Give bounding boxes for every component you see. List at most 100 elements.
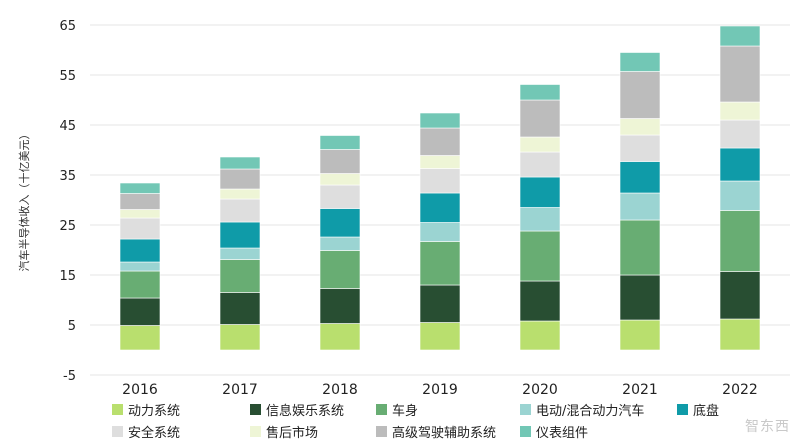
legend-label: 动力系统: [128, 404, 181, 419]
bars: [119, 25, 761, 351]
legend-swatch: [250, 426, 261, 437]
bar-segment: [519, 151, 561, 178]
legend-item: 底盘: [677, 400, 719, 419]
bar-segment: [119, 238, 161, 263]
x-tick-label: 2021: [622, 382, 658, 398]
bar-segment: [319, 184, 361, 209]
bar-segment: [219, 156, 261, 170]
legend-item: 电动/混合动力汽车: [520, 400, 644, 419]
bar-segment: [719, 271, 761, 320]
legend-swatch: [376, 426, 387, 437]
bar-segment: [319, 323, 361, 351]
bar-segment: [719, 180, 761, 211]
bar-segment: [619, 161, 661, 194]
bar-segment: [519, 176, 561, 208]
legend-label: 仪表组件: [536, 426, 589, 441]
bar-segment: [619, 319, 661, 351]
bar-segment: [719, 210, 761, 272]
bar-segment: [319, 173, 361, 186]
x-tick-label: 2020: [522, 382, 558, 398]
legend-swatch: [112, 404, 123, 415]
bar-segment: [119, 182, 161, 194]
legend-item: 动力系统: [112, 400, 180, 419]
bar-segment: [419, 241, 461, 286]
legend-item: 售后市场: [250, 422, 318, 441]
bar-segment: [619, 52, 661, 72]
bar-segment: [619, 274, 661, 321]
bar-segment: [419, 322, 461, 351]
bar-segment: [719, 147, 761, 182]
y-tick-label: 35: [59, 169, 76, 184]
bar-segment: [119, 193, 161, 210]
legend-label: 售后市场: [266, 426, 319, 441]
bar-segment: [319, 236, 361, 251]
bar-segment: [519, 230, 561, 282]
bar-segment: [619, 192, 661, 221]
bar-segment: [319, 149, 361, 174]
bar-segment: [419, 168, 461, 194]
bar-segment: [119, 270, 161, 299]
bar-segment: [319, 250, 361, 289]
legend-swatch: [250, 404, 261, 415]
bar-segment: [619, 71, 661, 119]
bar-segment: [119, 217, 161, 240]
y-tick-label: 5: [68, 319, 76, 334]
legend-swatch: [520, 426, 531, 437]
x-tick-label: 2017: [222, 382, 258, 398]
legend-label: 信息娱乐系统: [266, 404, 345, 419]
bar-segment: [619, 219, 661, 276]
bar-segment: [219, 188, 261, 200]
y-axis: -5 5 15 25 35 45 55 65: [59, 19, 76, 384]
bar-segment: [719, 318, 761, 351]
legend: 动力系统 信息娱乐系统 车身 电动/混合动力汽车 底盘安全系统 售后市场 高级驾驶辅助系统 仪…: [112, 400, 792, 444]
bar-segment: [119, 261, 161, 272]
y-tick-label: 25: [59, 219, 76, 234]
bar-segment: [119, 209, 161, 219]
bar-segment: [519, 99, 561, 138]
legend-label: 高级驾驶辅助系统: [392, 426, 497, 441]
bar-segment: [219, 259, 261, 293]
y-tick-label: -5: [63, 369, 76, 384]
bar-segment: [419, 155, 461, 169]
bar-segment: [519, 280, 561, 322]
bar-segment: [519, 207, 561, 232]
bar-segment: [719, 45, 761, 103]
bar-segment: [419, 112, 461, 129]
x-tick-label: 2018: [322, 382, 358, 398]
bar-segment: [619, 118, 661, 136]
bar-segment: [219, 292, 261, 325]
bar-segment: [719, 119, 761, 149]
legend-swatch: [112, 426, 123, 437]
bar-segment: [219, 221, 261, 249]
bar-segment: [519, 320, 561, 351]
bar-segment: [119, 325, 161, 351]
y-tick-label: 55: [59, 69, 76, 84]
legend-item: 信息娱乐系统: [250, 400, 344, 419]
legend-swatch: [376, 404, 387, 415]
bar-segment: [219, 168, 261, 190]
y-axis-label: 汽车半导体收入（十亿美元）: [17, 129, 31, 272]
legend-item: 安全系统: [112, 422, 180, 441]
bar-segment: [719, 25, 761, 47]
bar-segment: [719, 101, 761, 121]
legend-item: 高级驾驶辅助系统: [376, 422, 496, 441]
y-tick-label: 15: [59, 269, 76, 284]
legend-item: 车身: [376, 400, 418, 419]
x-tick-label: 2022: [722, 382, 758, 398]
x-axis: 2016 2017 2018 2019 2020 2021 2022: [122, 382, 758, 398]
bar-segment: [219, 324, 261, 351]
legend-item: 仪表组件: [520, 422, 588, 441]
legend-label: 电动/混合动力汽车: [536, 404, 645, 419]
y-tick-label: 65: [59, 19, 76, 34]
bar-segment: [219, 247, 261, 260]
bar-segment: [519, 136, 561, 153]
bar-segment: [519, 84, 561, 101]
bar-segment: [319, 288, 361, 324]
legend-label: 车身: [392, 404, 419, 419]
bar-segment: [119, 297, 161, 326]
legend-swatch: [677, 404, 688, 415]
bar-segment: [319, 135, 361, 150]
bar-segment: [419, 192, 461, 223]
